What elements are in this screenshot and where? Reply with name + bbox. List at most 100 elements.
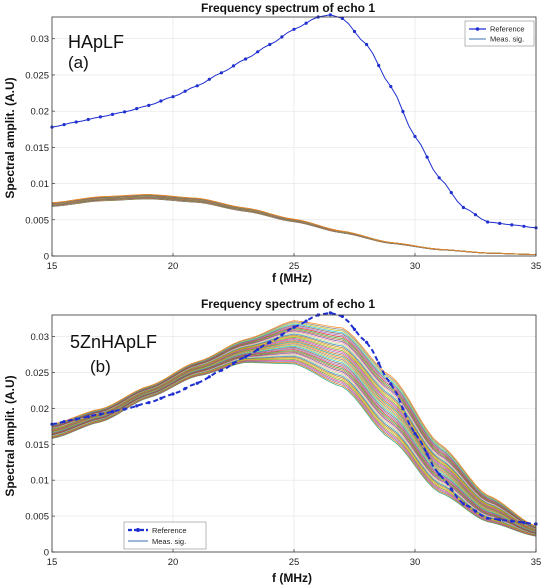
reference-line bbox=[51, 311, 537, 525]
y-axis-label: Spectral amplit. (A.U) bbox=[3, 77, 17, 198]
y-tick-label: 0.02 bbox=[31, 107, 50, 118]
chart-title: Frequency spectrum of echo 1 bbox=[201, 1, 375, 15]
reference-point bbox=[522, 224, 526, 228]
meas-signal-line bbox=[51, 320, 537, 527]
legend-reference-label: Reference bbox=[152, 526, 187, 535]
reference-point bbox=[219, 368, 223, 372]
series-layer bbox=[50, 311, 538, 537]
legend-reference-marker bbox=[136, 528, 140, 532]
reference-point bbox=[437, 472, 441, 476]
y-tick-label: 0.01 bbox=[31, 179, 50, 190]
reference-point bbox=[147, 103, 151, 107]
sample-name-annotation: 5ZnHApLF bbox=[70, 332, 157, 352]
reference-point bbox=[183, 89, 187, 93]
reference-point bbox=[365, 340, 369, 344]
reference-point bbox=[510, 519, 514, 523]
y-tick-label: 0.02 bbox=[31, 404, 50, 415]
x-tick-label: 25 bbox=[289, 261, 300, 272]
reference-point bbox=[74, 417, 78, 421]
y-tick-label: 0.025 bbox=[25, 368, 49, 379]
meas-signal-line bbox=[51, 193, 537, 255]
y-tick-label: 0.015 bbox=[25, 440, 49, 451]
y-axis-label: Spectral amplit. (A.U) bbox=[3, 375, 17, 496]
legend-box bbox=[464, 20, 535, 47]
y-tick-label: 0.005 bbox=[25, 215, 49, 226]
x-tick-label: 30 bbox=[410, 557, 421, 568]
reference-point bbox=[340, 314, 344, 318]
reference-point bbox=[110, 410, 115, 414]
legend-reference-label: Reference bbox=[490, 25, 525, 34]
reference-point bbox=[74, 120, 78, 124]
reference-point bbox=[389, 382, 393, 386]
panel-tag-annotation: (b) bbox=[90, 357, 111, 376]
reference-point bbox=[171, 392, 175, 396]
chart-panel-b: Frequency spectrum of echo 1 Spectral am… bbox=[3, 297, 541, 585]
reference-point bbox=[328, 13, 332, 17]
reference-point bbox=[280, 35, 284, 39]
x-tick-label: 30 bbox=[410, 261, 421, 272]
reference-point bbox=[62, 420, 66, 424]
reference-point bbox=[401, 109, 405, 114]
reference-point bbox=[123, 110, 127, 114]
reference-point bbox=[292, 325, 296, 329]
x-tick-label: 35 bbox=[531, 557, 542, 568]
reference-point bbox=[352, 29, 357, 34]
y-tick-label: 0.025 bbox=[25, 70, 49, 81]
reference-point bbox=[449, 487, 453, 491]
chart-title: Frequency spectrum of echo 1 bbox=[201, 297, 375, 311]
reference-point bbox=[231, 64, 236, 68]
reference-point bbox=[461, 502, 465, 506]
axes-frame bbox=[51, 16, 537, 257]
reference-point bbox=[510, 223, 514, 227]
reference-point bbox=[352, 327, 357, 331]
reference-point bbox=[449, 191, 453, 195]
reference-point bbox=[135, 107, 139, 111]
reference-point bbox=[195, 381, 199, 385]
reference-point bbox=[425, 452, 429, 456]
reference-point bbox=[159, 396, 163, 400]
reference-point bbox=[123, 407, 127, 411]
reference-point bbox=[401, 407, 405, 411]
x-tick-label: 20 bbox=[168, 557, 179, 568]
reference-point bbox=[256, 50, 260, 54]
reference-point bbox=[135, 404, 139, 408]
reference-point bbox=[328, 311, 332, 315]
reference-point bbox=[377, 361, 381, 365]
chart-panel-a: Frequency spectrum of echo 1 Spectral am… bbox=[3, 1, 541, 285]
tick-labels: 15 20 25 30 35 0 0.005 0.01 0.015 0.02 0.025 0.03 bbox=[25, 332, 541, 568]
reference-point bbox=[244, 355, 248, 359]
reference-point bbox=[486, 220, 490, 224]
reference-point bbox=[473, 213, 478, 217]
reference-point bbox=[195, 84, 199, 88]
legend: Reference Meas. sig. bbox=[464, 20, 535, 47]
reference-point bbox=[207, 77, 211, 81]
reference-point bbox=[98, 115, 102, 119]
reference-point bbox=[280, 333, 284, 337]
reference-point bbox=[292, 27, 296, 31]
reference-point bbox=[207, 375, 211, 379]
reference-point bbox=[268, 340, 272, 344]
reference-point bbox=[62, 123, 66, 127]
reference-point bbox=[340, 16, 344, 20]
y-tick-label: 0 bbox=[44, 252, 49, 263]
reference-point bbox=[486, 516, 490, 520]
y-tick-label: 0.01 bbox=[31, 476, 50, 487]
y-tick-label: 0 bbox=[44, 548, 49, 559]
panel-tag-annotation: (a) bbox=[68, 53, 89, 72]
axes-frame bbox=[51, 314, 537, 553]
reference-point bbox=[413, 431, 417, 436]
reference-point bbox=[244, 57, 248, 61]
reference-point bbox=[413, 134, 417, 139]
x-axis-label: f (MHz) bbox=[272, 271, 312, 285]
reference-point bbox=[110, 112, 115, 116]
y-tick-label: 0.005 bbox=[25, 512, 49, 523]
reference-point bbox=[86, 117, 90, 122]
reference-point bbox=[171, 95, 175, 99]
reference-point bbox=[377, 63, 381, 68]
reference-point bbox=[473, 509, 478, 513]
reference-point bbox=[522, 521, 526, 525]
reference-point bbox=[219, 71, 223, 75]
reference-point bbox=[304, 319, 308, 323]
reference-point bbox=[98, 412, 102, 416]
